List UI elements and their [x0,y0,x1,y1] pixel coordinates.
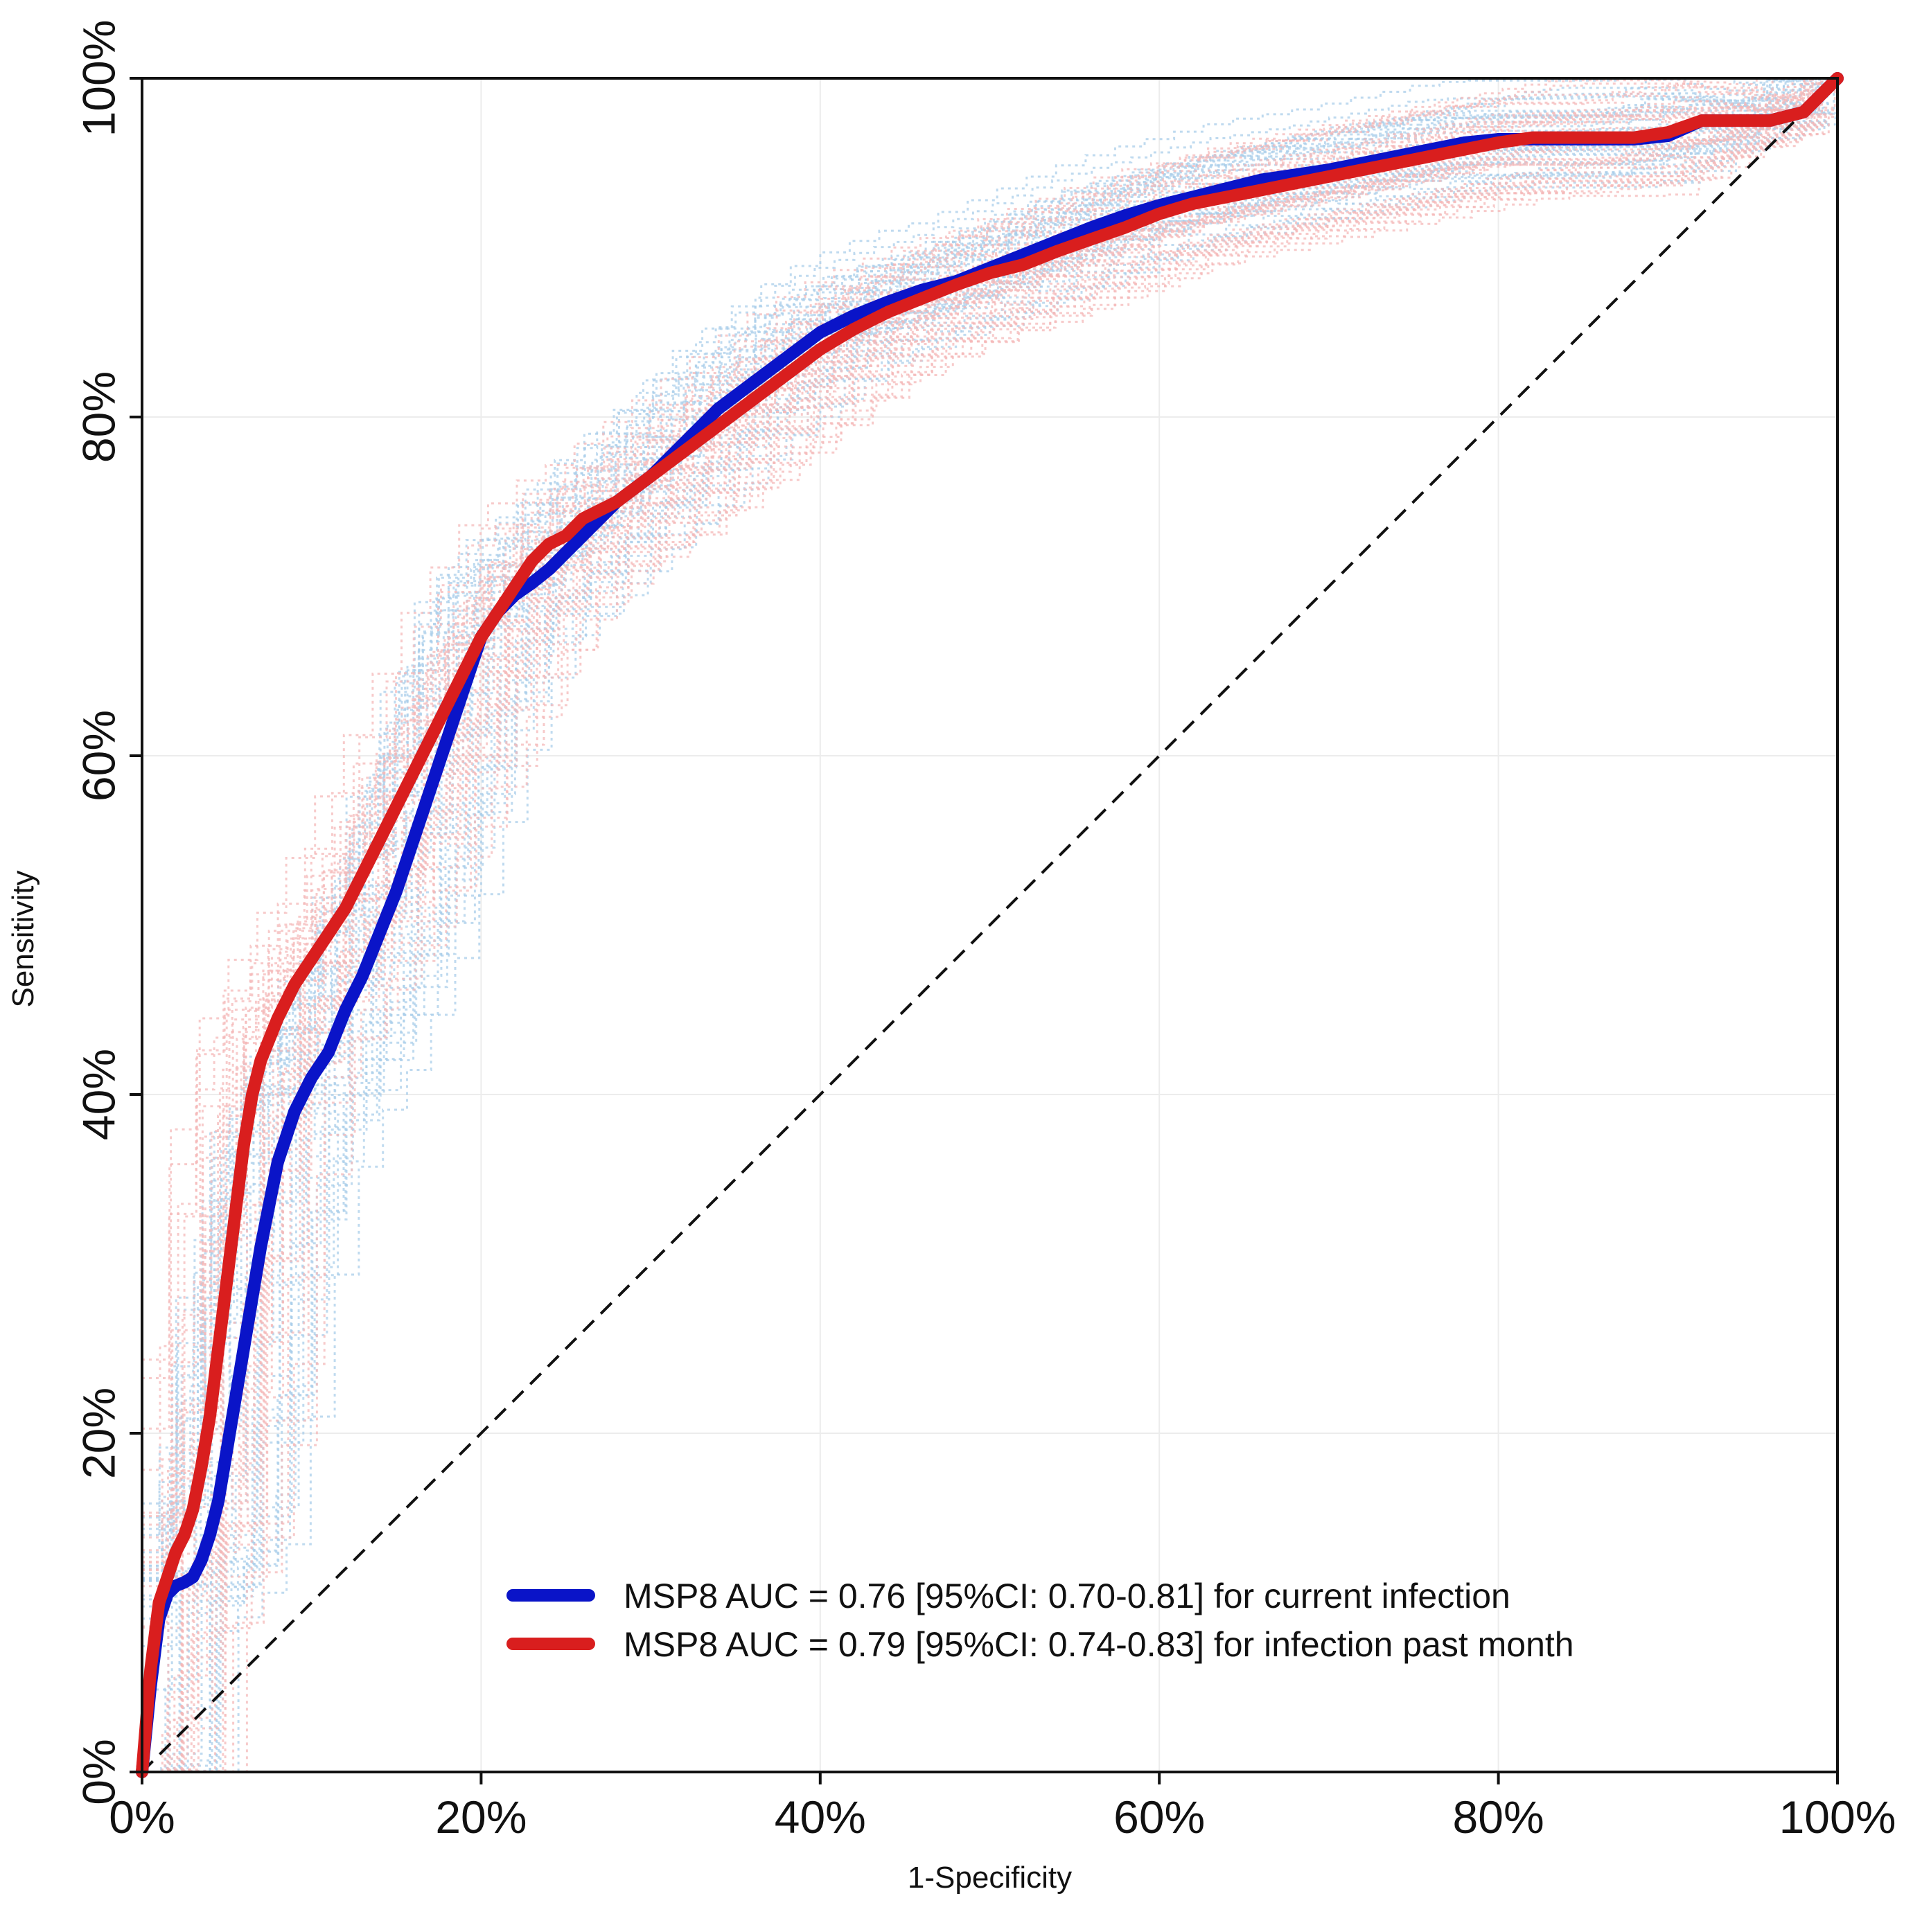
x-tick-labels: 0% 20% 40% 60% 80% 100% [109,1791,1896,1843]
y-tick-label-4: 80% [73,371,124,463]
bootstrap-curve-1-21 [142,116,1813,1773]
reference-line [141,77,1839,1773]
bootstrap-curve-1-28 [142,78,1819,1564]
roc-lines [136,72,1844,1778]
bootstrap-curve-1-18 [142,121,1803,1773]
y-tick-labels: 0% 20% 40% 60% 80% 100% [73,20,124,1805]
bootstrap-curve-1-23 [142,82,1809,1517]
bootstrap-curve-1-16 [142,124,1824,1773]
bootstrap-curve-0-16 [142,79,1835,1647]
bootstrap-curve-1-6 [142,87,1810,1572]
bootstrap-curve-1-36 [142,82,1833,1773]
bootstrap-curve-0-14 [142,80,1825,1580]
bootstrap-curve-0-34 [142,87,1831,1773]
x-axis-title: 1-Specificity [908,1861,1072,1895]
y-axis-title: Sensitivity [6,870,40,1007]
bootstrap-curve-1-4 [142,79,1812,1588]
y-tick-label-3: 60% [73,710,124,801]
bootstrap-curve-0-4 [142,81,1824,1582]
x-tick-label-1: 20% [435,1791,527,1843]
plot-frame [141,77,1839,1773]
bootstrap-curve-0-6 [142,77,1824,1567]
bootstrap-curve-0-35 [142,116,1827,1773]
bootstrap-curve-1-3 [142,125,1815,1773]
bootstrap-curve-1-32 [142,81,1821,1471]
x-tick-label-2: 40% [775,1791,866,1843]
x-tick-label-4: 80% [1453,1791,1544,1843]
bootstrap-curve-1-25 [142,78,1838,1571]
bootstrap-curve-1-37 [142,77,1815,1361]
bootstrap-curve-1-1 [142,77,1835,1514]
y-tick-label-0: 0% [73,1739,124,1805]
bootstrap-curve-0-36 [142,94,1817,1773]
bootstrap-curve-0-19 [142,78,1826,1536]
x-tick-label-3: 60% [1113,1791,1205,1843]
bootstrap-curve-1-7 [142,109,1836,1773]
legend-label-current-infection: MSP8 AUC = 0.76 [95%CI: 0.70-0.81] for c… [624,1577,1510,1615]
x-tick-label-0: 0% [109,1791,175,1843]
bootstrap-curve-1-35 [142,120,1815,1773]
bootstrap-curve-1-34 [142,83,1822,1379]
x-tick-label-5: 100% [1779,1791,1896,1843]
bootstrap-curve-1-29 [142,114,1822,1773]
y-tick-label-5: 100% [73,20,124,137]
legend: MSP8 AUC = 0.76 [95%CI: 0.70-0.81] for c… [506,1577,1574,1664]
grid-lines [142,78,1837,1772]
roc-line-series-1 [136,72,1844,1778]
bootstrap-curve-0-17 [142,101,1829,1773]
bootstrap-curve-0-27 [142,80,1832,1530]
bootstrap-curve-1-24 [142,78,1806,1552]
legend-label-infection-past-month: MSP8 AUC = 0.79 [95%CI: 0.74-0.83] for i… [624,1625,1574,1664]
bootstrap-bands [142,77,1838,1773]
bootstrap-curve-1-17 [142,77,1831,1559]
y-tick-label-2: 40% [73,1049,124,1140]
axis-ticks [130,77,1839,1784]
bootstrap-curve-0-22 [142,106,1826,1773]
y-tick-label-1: 20% [73,1388,124,1479]
bootstrap-curve-0-31 [142,77,1823,1582]
diagonal-reference-line [141,77,1839,1773]
bootstrap-curve-0-8 [142,112,1837,1773]
bootstrap-curve-1-13 [142,122,1803,1773]
bootstrap-curve-1-31 [142,77,1827,1430]
bootstrap-curve-1-2 [142,78,1828,1628]
